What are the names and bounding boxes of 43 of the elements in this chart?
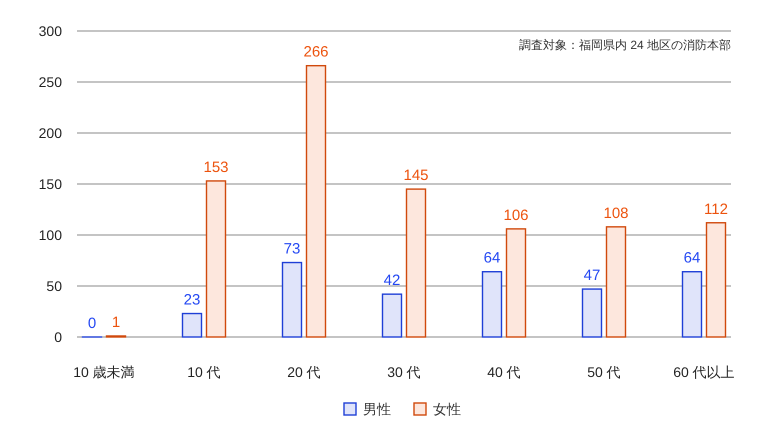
annotation: 調査対象：福岡県内 24 地区の消防本部: [518, 38, 731, 52]
y-tick-label: 200: [38, 125, 62, 141]
data-label: 64: [484, 250, 500, 267]
legend-label: 女性: [433, 401, 461, 417]
data-label: 73: [284, 240, 300, 258]
bar: [606, 226, 626, 338]
data-label: 1: [112, 314, 120, 331]
data-label: 145: [403, 167, 429, 184]
data-label: 112: [704, 200, 728, 218]
data-label: 106: [503, 206, 529, 224]
data-label: 47: [584, 267, 600, 284]
bar: [706, 222, 726, 338]
y-tick-label: 150: [38, 176, 62, 192]
y-tick-label: 300: [38, 23, 62, 39]
x-tick-label: 10 代: [187, 364, 221, 380]
y-tick-label: 0: [54, 329, 62, 345]
bar: [306, 64, 326, 338]
x-tick-label: 50 代: [587, 364, 621, 380]
bar: [482, 271, 502, 338]
data-label: 0: [88, 315, 96, 332]
x-tick-label: 10 歳未満: [73, 364, 135, 380]
x-tick-label: 20 代: [287, 364, 321, 380]
bar: [582, 288, 602, 338]
bar: [282, 262, 302, 338]
legend-label: 男性: [363, 401, 391, 417]
data-label: 42: [384, 272, 400, 290]
x-tick-label: 30 代: [387, 364, 421, 380]
bar: [182, 312, 202, 338]
y-tick-label: 100: [38, 227, 62, 243]
y-tick-label: 250: [38, 74, 62, 90]
data-label: 64: [684, 250, 700, 267]
x-tick-label: 40 代: [487, 364, 521, 380]
data-label: 108: [603, 204, 629, 222]
data-label: 266: [303, 44, 329, 61]
bar: [682, 271, 702, 338]
data-label: 23: [184, 292, 200, 309]
bar: [206, 180, 226, 338]
data-label: 153: [203, 158, 229, 176]
bar: [406, 188, 426, 338]
x-tick-label: 60 代以上: [673, 364, 735, 380]
bar: [506, 228, 526, 338]
bar: [382, 293, 402, 338]
y-tick-label: 50: [46, 278, 62, 294]
